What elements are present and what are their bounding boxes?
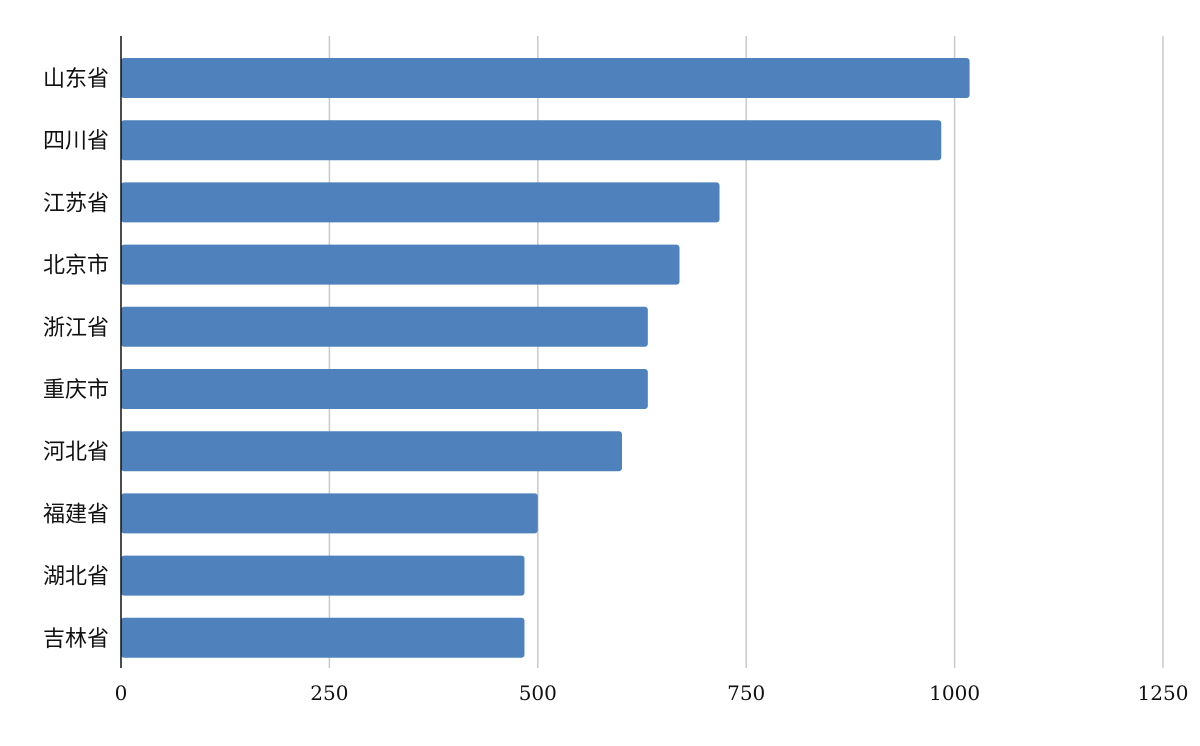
category-label: 吉林省 (43, 627, 109, 652)
category-label: 湖北省 (43, 565, 109, 590)
bar-7 (121, 431, 622, 472)
x-tick-label: 500 (519, 681, 557, 705)
bar-5 (121, 306, 648, 347)
bar-4 (121, 244, 680, 285)
bar-6 (121, 369, 648, 409)
bars (121, 58, 970, 658)
category-label: 江苏省 (43, 191, 109, 216)
bar-8 (121, 493, 538, 534)
x-tick-labels: 0 250 500 750 1000 1250 (115, 681, 1189, 705)
category-label: 河北省 (43, 440, 109, 465)
category-label: 福建省 (43, 502, 109, 527)
bar-2 (121, 120, 942, 161)
bar-3 (121, 182, 720, 223)
x-tick-label: 250 (310, 681, 348, 705)
category-label: 四川省 (43, 129, 109, 154)
x-tick-label: 1000 (929, 681, 980, 705)
bar-9 (121, 555, 525, 596)
bar-1 (121, 58, 970, 98)
x-tick-label: 1250 (1138, 681, 1189, 705)
x-tick-label: 750 (727, 681, 765, 705)
bar-10 (121, 617, 525, 658)
category-label: 山东省 (43, 67, 109, 92)
category-label: 重庆市 (43, 378, 109, 403)
x-tick-label: 0 (115, 681, 128, 705)
category-label: 北京市 (43, 254, 109, 279)
category-label: 浙江省 (43, 316, 109, 341)
